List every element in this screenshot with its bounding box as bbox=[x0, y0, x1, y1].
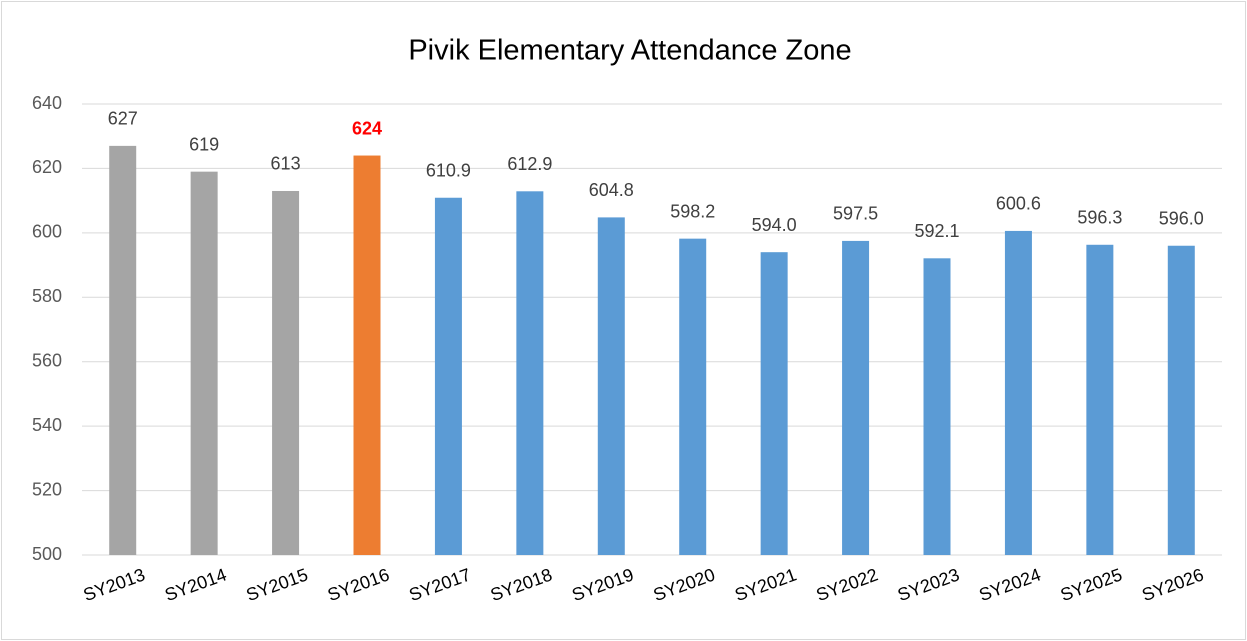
value-label: 613 bbox=[271, 154, 301, 174]
value-label: 627 bbox=[108, 109, 138, 129]
bar bbox=[597, 217, 625, 555]
value-label: 592.1 bbox=[914, 221, 959, 241]
bar bbox=[190, 171, 218, 555]
value-label: 600.6 bbox=[996, 194, 1041, 214]
y-tick-label: 520 bbox=[32, 479, 62, 499]
value-label: 612.9 bbox=[507, 154, 552, 174]
y-tick-label: 600 bbox=[32, 222, 62, 242]
y-tick-label: 620 bbox=[32, 157, 62, 177]
y-tick-label: 500 bbox=[32, 544, 62, 564]
value-label: 596.0 bbox=[1159, 208, 1204, 228]
value-label: 624 bbox=[352, 118, 382, 138]
bar bbox=[353, 155, 381, 556]
bar bbox=[434, 197, 462, 555]
bar bbox=[272, 190, 300, 555]
chart-title: Pivik Elementary Attendance Zone bbox=[408, 35, 851, 67]
bar bbox=[1086, 244, 1114, 555]
value-label: 597.5 bbox=[833, 204, 878, 224]
value-label: 610.9 bbox=[426, 160, 471, 180]
bar bbox=[923, 258, 951, 555]
y-tick-label: 580 bbox=[32, 286, 62, 306]
bar bbox=[109, 145, 137, 555]
bar bbox=[760, 252, 788, 555]
value-label: 619 bbox=[189, 134, 219, 154]
y-tick-label: 540 bbox=[32, 415, 62, 435]
bar bbox=[1004, 230, 1032, 555]
y-tick-label: 560 bbox=[32, 350, 62, 370]
bar bbox=[1167, 245, 1195, 555]
y-tick-label: 640 bbox=[32, 93, 62, 113]
value-label: 598.2 bbox=[670, 201, 715, 221]
bar bbox=[516, 191, 544, 555]
value-label: 596.3 bbox=[1077, 208, 1122, 228]
bar bbox=[842, 240, 870, 556]
value-label: 604.8 bbox=[589, 180, 634, 200]
bar bbox=[679, 238, 707, 556]
value-label: 594.0 bbox=[752, 215, 797, 235]
